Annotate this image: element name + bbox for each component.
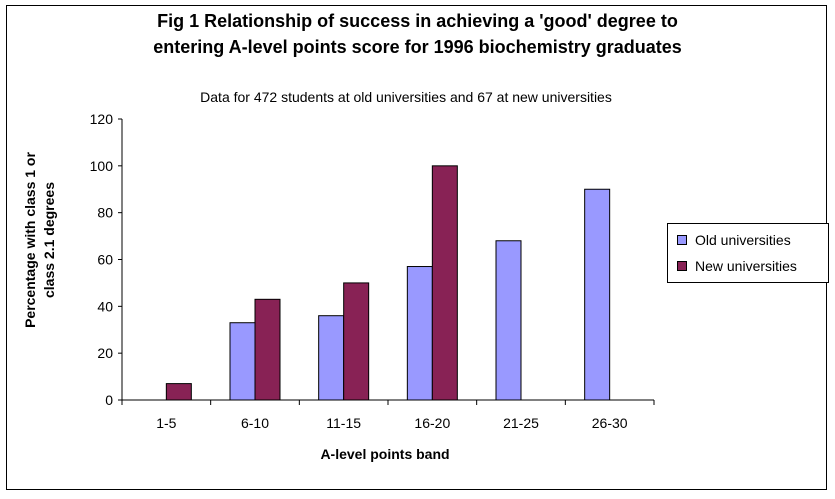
bar-new-universities-6-10: [254, 298, 281, 401]
x-tick-label: 6-10: [241, 415, 269, 431]
chart-title-line-2: entering A-level points score for 1996 b…: [153, 37, 682, 57]
y-tick-label: 60: [97, 252, 113, 268]
x-tick-label: 11-15: [326, 415, 361, 431]
y-tick-label: 40: [97, 298, 113, 314]
legend-item-old: Old universities: [677, 231, 791, 249]
x-tick-label: 26-30: [592, 415, 628, 431]
bar-new-universities-1-5: [165, 383, 192, 401]
chart-subtitle: Data for 472 students at old universitie…: [200, 89, 612, 105]
legend-label-new: New universities: [695, 258, 797, 274]
legend-swatch-old: [677, 235, 687, 245]
bar-old-universities-21-25: [495, 240, 522, 401]
bar-new-universities-16-20: [431, 165, 458, 401]
legend-label-old: Old universities: [695, 232, 791, 248]
legend-swatch-new: [677, 261, 687, 271]
legend-item-new: New universities: [677, 257, 797, 275]
chart-title: Fig 1 Relationship of success in achievi…: [0, 8, 835, 60]
x-tick-label: 1-5: [156, 415, 176, 431]
y-tick-label: 0: [105, 392, 113, 408]
y-tick-label: 100: [90, 158, 114, 174]
chart-title-line-1: Fig 1 Relationship of success in achievi…: [157, 11, 678, 31]
x-tick-label: 21-25: [503, 415, 539, 431]
y-tick-label: 120: [90, 111, 114, 127]
x-tick-label: 16-20: [414, 415, 450, 431]
bar-old-universities-26-30: [584, 188, 611, 401]
y-tick-label: 80: [97, 205, 113, 221]
bar-old-universities-11-15: [318, 315, 345, 401]
bar-old-universities-16-20: [406, 266, 433, 401]
bar-new-universities-11-15: [343, 282, 370, 401]
bar-old-universities-6-10: [229, 322, 256, 401]
x-axis-label: A-level points band: [320, 446, 450, 462]
legend: Old universities New universities: [667, 223, 829, 283]
y-tick-label: 20: [97, 345, 113, 361]
